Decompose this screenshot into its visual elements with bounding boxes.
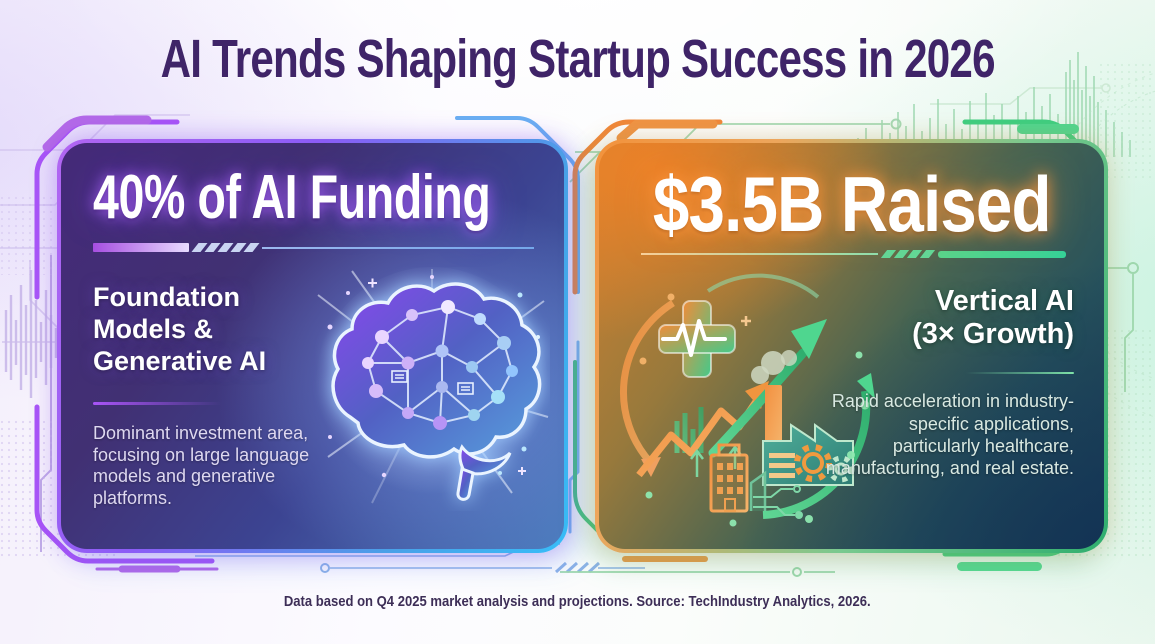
vertical-subtitle: Vertical AI bbox=[934, 285, 1074, 317]
foundation-subtitle: Foundation Models & Generative AI bbox=[93, 282, 267, 376]
factory-icon bbox=[751, 350, 855, 486]
title-row: AI Trends Shaping Startup Success in 202… bbox=[0, 28, 1155, 90]
vertical-ai-card: $3.5B Raised Vertical AI (3× Growth) Rap… bbox=[595, 139, 1108, 553]
foundation-divider bbox=[93, 401, 221, 405]
buildings-icon bbox=[709, 443, 767, 513]
gear-icon bbox=[794, 444, 855, 483]
vertical-divider bbox=[966, 371, 1074, 375]
vertical-text-column: Vertical AI (3× Growth) Rapid accelerati… bbox=[820, 285, 1074, 479]
vertical-subtitle-note: (3× Growth) bbox=[912, 318, 1074, 351]
source-caption: Data based on Q4 2025 market analysis an… bbox=[284, 593, 871, 610]
neural-network-nodes bbox=[362, 300, 518, 430]
page-title: AI Trends Shaping Startup Success in 202… bbox=[160, 29, 995, 89]
foundation-models-card: 40% of AI Funding Foundation Models & Ge… bbox=[57, 139, 568, 553]
neural-network-brain-icon bbox=[316, 267, 549, 504]
footer-row: Data based on Q4 2025 market analysis an… bbox=[0, 593, 1155, 611]
glow-dots bbox=[639, 293, 870, 527]
foundation-headline: 40% of AI Funding bbox=[93, 163, 491, 232]
healthcare-cross-icon bbox=[658, 300, 736, 378]
vertical-headline-underline bbox=[641, 250, 1066, 258]
foundation-headline-underline bbox=[93, 243, 534, 252]
vertical-description: Rapid acceleration in industry-specific … bbox=[825, 391, 1074, 479]
plus-sparkle bbox=[741, 316, 751, 326]
foundation-description: Dominant investment area, focusing on la… bbox=[93, 422, 310, 509]
industry-growth-cluster-icon bbox=[620, 273, 875, 527]
chip-detail-icons bbox=[391, 370, 474, 395]
sparkle-dots bbox=[327, 275, 540, 478]
vertical-headline: $3.5B Raised bbox=[652, 160, 1052, 248]
circuit-detail bbox=[753, 485, 803, 519]
